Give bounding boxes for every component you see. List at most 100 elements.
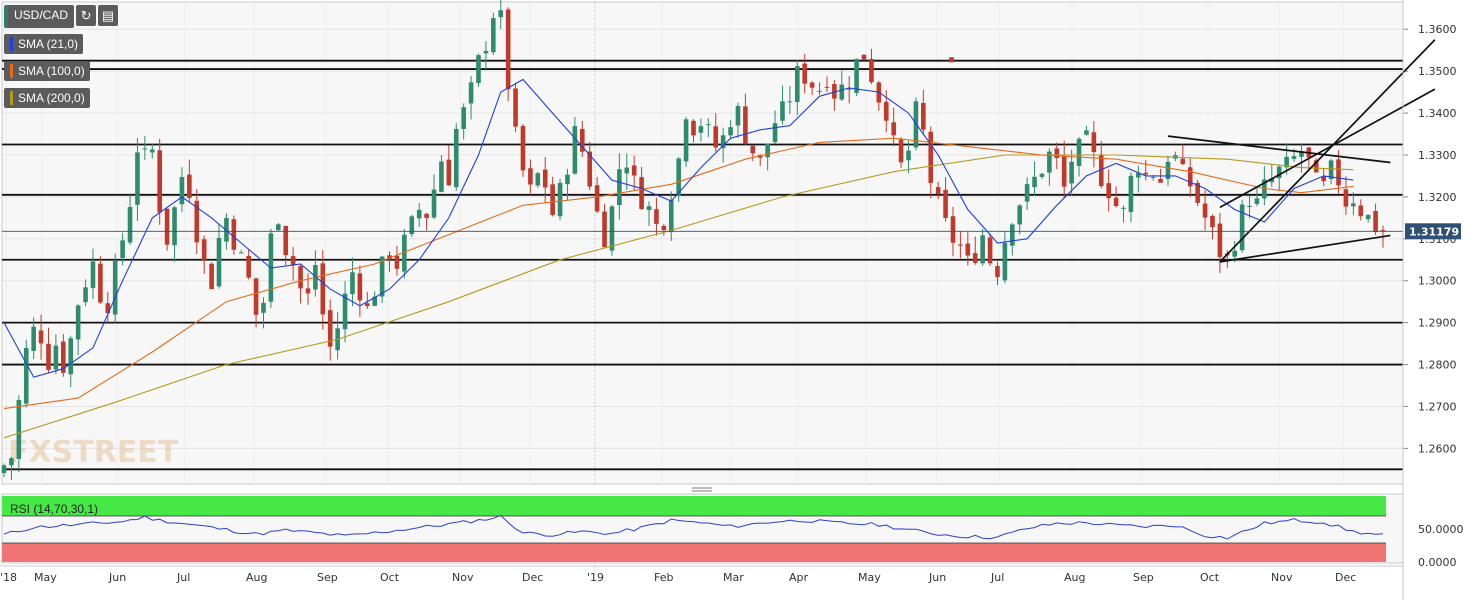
candle-body xyxy=(1210,215,1215,228)
candle-body xyxy=(1180,158,1186,165)
sma100-line xyxy=(3,137,1354,410)
candle-body xyxy=(513,88,518,127)
candle-body xyxy=(1254,198,1260,204)
x-tick-label: May xyxy=(858,571,881,584)
candle-body xyxy=(261,302,266,313)
candle-body xyxy=(1313,160,1319,173)
bar-chart-icon[interactable]: ▤ xyxy=(98,5,119,26)
symbol-selector[interactable]: USD/CAD xyxy=(4,5,75,28)
candle-body xyxy=(1217,223,1223,258)
candle-body xyxy=(617,169,622,206)
price-pane xyxy=(1,1,1404,485)
y-tick-label: 1.3400 xyxy=(1418,107,1457,120)
candle-body xyxy=(639,177,644,209)
candle-body xyxy=(453,128,459,188)
sma100-swatch xyxy=(10,63,13,78)
candle-body xyxy=(861,54,867,60)
candle-body xyxy=(164,208,170,245)
x-tick-label: Sep xyxy=(317,571,338,584)
candle-body xyxy=(320,263,326,315)
candle-body xyxy=(832,84,837,99)
sma100-legend[interactable]: SMA (100,0) xyxy=(4,61,90,81)
candle-body xyxy=(1024,184,1030,202)
candle-body xyxy=(869,59,874,83)
rsi-overbought-zone xyxy=(2,496,1386,516)
sma200-legend[interactable]: SMA (200,0) xyxy=(4,88,90,108)
candle-body xyxy=(1351,203,1356,207)
candle-body xyxy=(187,174,192,198)
candle-body xyxy=(276,224,281,231)
candle-body xyxy=(550,184,555,215)
candle-body xyxy=(83,287,88,303)
candle-body xyxy=(68,338,74,375)
candle-body xyxy=(1150,176,1156,178)
x-tick-label: Jul xyxy=(176,571,190,584)
x-tick-label: Nov xyxy=(1271,571,1293,584)
candle-body xyxy=(1106,183,1111,199)
chart-toolbar: USD/CAD ↻ ▤ xyxy=(4,5,119,28)
candle-body xyxy=(528,168,533,185)
candle-body xyxy=(809,82,815,88)
y-tick-label: 1.3200 xyxy=(1418,191,1457,204)
candle-body xyxy=(609,206,615,251)
candle-body xyxy=(38,330,44,344)
candle-body xyxy=(743,106,748,145)
candle-body xyxy=(1373,210,1378,232)
candle-body xyxy=(298,266,303,289)
sma21-legend[interactable]: SMA (21,0) xyxy=(4,34,84,54)
candle-body xyxy=(624,167,630,174)
candle-body xyxy=(720,135,726,149)
x-tick-label: Feb xyxy=(654,571,673,584)
candle-body xyxy=(898,139,904,163)
candle-body xyxy=(31,326,36,351)
candle-body xyxy=(706,124,711,126)
candle-body xyxy=(1336,159,1341,186)
price-axis-bg xyxy=(1403,0,1465,600)
x-tick-label: May xyxy=(34,571,57,584)
candle-body xyxy=(713,126,719,148)
candle-body xyxy=(846,88,852,90)
candle-body xyxy=(120,240,125,259)
trendline-channel-lower xyxy=(1219,39,1436,263)
x-tick-label: '18 xyxy=(0,571,17,584)
candle-body xyxy=(787,101,793,103)
candle-body xyxy=(1284,156,1289,168)
candle-body xyxy=(1202,203,1208,218)
candle-body xyxy=(468,82,474,104)
candle-body xyxy=(750,145,756,154)
candle-body xyxy=(520,126,526,171)
candle-body xyxy=(891,122,896,136)
candle-body xyxy=(431,189,437,218)
candle-body xyxy=(661,225,667,231)
candle-body xyxy=(1328,160,1334,180)
candle-body xyxy=(1247,205,1252,207)
y-tick-label: 1.2600 xyxy=(1418,442,1457,455)
candle-body xyxy=(135,152,140,205)
rsi-legend[interactable]: RSI (14,70,30,1) xyxy=(10,502,99,516)
y-tick-label: 1.3500 xyxy=(1418,65,1457,78)
candle-body xyxy=(854,58,859,93)
candle-body xyxy=(980,235,985,264)
candle-body xyxy=(1113,197,1119,206)
candle-body xyxy=(98,263,103,303)
candle-body xyxy=(906,150,911,161)
candle-body xyxy=(46,343,51,370)
x-tick-label: Apr xyxy=(789,571,809,584)
candle-body xyxy=(209,263,214,290)
pane-divider xyxy=(0,486,1403,492)
candle-body xyxy=(1239,204,1245,251)
x-tick-label: Oct xyxy=(380,571,400,584)
candle-body xyxy=(1343,189,1349,207)
rsi-tick-label: 50.0000 xyxy=(1418,523,1464,536)
candle-body xyxy=(283,225,289,256)
candle-body xyxy=(883,101,889,121)
refresh-icon[interactable]: ↻ xyxy=(76,5,97,26)
candle-body xyxy=(172,207,177,246)
candle-body xyxy=(928,131,934,183)
candle-body xyxy=(157,150,162,213)
candle-body xyxy=(691,120,696,136)
candle-body xyxy=(1047,151,1052,173)
candle-body xyxy=(1276,166,1282,179)
